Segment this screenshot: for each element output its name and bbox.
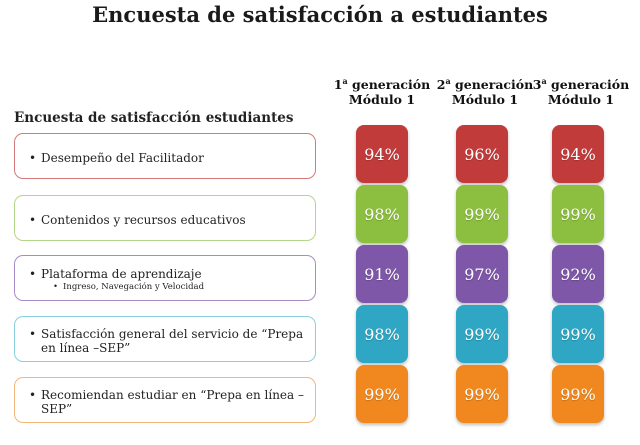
column-header-1: 1a generación Módulo 1 <box>327 74 437 107</box>
cell-r3-c3: 92% <box>552 245 604 303</box>
cell-r1-c1: 94% <box>356 125 408 183</box>
column-header-2-sup: a <box>445 76 451 86</box>
cell-r4-c3: 99% <box>552 305 604 363</box>
cell-r5-c3: 99% <box>552 365 604 423</box>
column-header-3-module: Módulo 1 <box>547 92 615 108</box>
cell-r5-c1: 99% <box>356 365 408 423</box>
section-subtitle: Encuesta de satisfacción estudiantes <box>14 110 294 126</box>
row-label: Desempeño del Facilitador <box>29 151 305 165</box>
row-sublabel: Ingreso, Navegación y Velocidad <box>29 282 305 293</box>
cell-r1-c2: 96% <box>456 125 508 183</box>
cell-r2-c1: 98% <box>356 185 408 243</box>
column-header-1-gen: generación <box>352 77 431 93</box>
column-header-2: 2a generación Módulo 1 <box>430 74 540 107</box>
cell-r4-c2: 99% <box>456 305 508 363</box>
cell-r2-c2: 99% <box>456 185 508 243</box>
row-box-recomiendan: Recomiendan estudiar en “Prepa en línea … <box>14 377 316 423</box>
row-box-contenidos: Contenidos y recursos educativos <box>14 195 316 241</box>
column-header-3-gen: generación <box>551 77 630 93</box>
column-header-1-num: 1 <box>333 77 343 93</box>
cell-r4-c1: 98% <box>356 305 408 363</box>
column-header-1-module: Módulo 1 <box>348 92 416 108</box>
row-box-desempeno: Desempeño del Facilitador <box>14 133 316 179</box>
cell-r3-c1: 91% <box>356 245 408 303</box>
page-title: Encuesta de satisfacción a estudiantes <box>92 2 548 27</box>
column-header-3: 3a generación Módulo 1 <box>526 74 636 107</box>
column-header-3-num: 3 <box>532 77 542 93</box>
column-header-2-module: Módulo 1 <box>451 92 519 108</box>
row-label: Contenidos y recursos educativos <box>29 213 305 227</box>
column-header-2-gen: generación <box>455 77 534 93</box>
row-label: Satisfacción general del servicio de “Pr… <box>29 327 305 355</box>
row-box-plataforma: Plataforma de aprendizaje Ingreso, Naveg… <box>14 255 316 301</box>
column-header-3-sup: a <box>541 76 547 86</box>
column-header-1-sup: a <box>342 76 348 86</box>
cell-r2-c3: 99% <box>552 185 604 243</box>
cell-r1-c3: 94% <box>552 125 604 183</box>
row-label: Recomiendan estudiar en “Prepa en línea … <box>29 388 305 416</box>
cell-r3-c2: 97% <box>456 245 508 303</box>
row-box-satisfaccion: Satisfacción general del servicio de “Pr… <box>14 316 316 362</box>
row-label: Plataforma de aprendizaje <box>29 267 305 281</box>
column-header-2-num: 2 <box>436 77 446 93</box>
cell-r5-c2: 99% <box>456 365 508 423</box>
